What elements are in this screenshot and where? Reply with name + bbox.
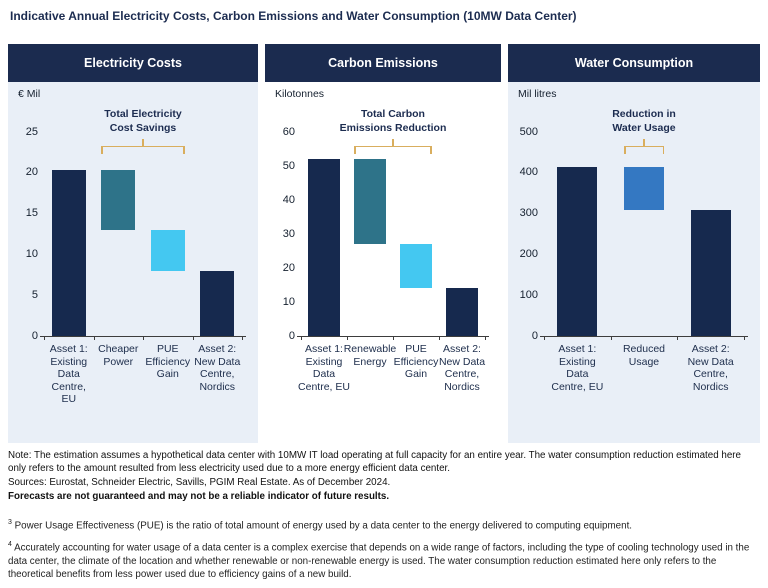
- x-axis-category-label: Cheaper Power: [98, 343, 139, 368]
- y-axis-tick-label: 40: [282, 193, 295, 206]
- sources-text: Sources: Eurostat, Schneider Electric, S…: [8, 476, 391, 488]
- notes-block: Note: The estimation assumes a hypotheti…: [8, 449, 760, 504]
- note-text: Note: The estimation assumes a hypotheti…: [8, 450, 741, 475]
- panel-header-water-consumption: Water Consumption: [508, 44, 760, 82]
- footnote-water: 4 Accurately accounting for water usage …: [8, 538, 760, 582]
- panel-electricity-costs: Electricity Costs € Mil 0 5 10 15 20 25 Asset 1…: [8, 44, 258, 443]
- y-axis-tick-label: 5: [31, 288, 38, 301]
- annotation-bracket-end: [183, 146, 185, 154]
- annotation-label: Reduction in Water Usage: [612, 108, 676, 134]
- panel-header-carbon-emissions: Carbon Emissions: [265, 44, 501, 82]
- x-axis-line: [540, 336, 748, 337]
- bar-segment: [101, 169, 136, 230]
- annotation-bracket-center: [643, 139, 645, 146]
- page-title: Indicative Annual Electricity Costs, Car…: [10, 9, 577, 23]
- bar-segment: [446, 288, 478, 336]
- bar-segment: [624, 166, 664, 210]
- y-axis-tick-label: 0: [288, 329, 295, 342]
- x-axis-category-label: Renewable Energy: [343, 343, 397, 368]
- x-axis-category-label: Asset 1: Existing Data Centre, EU: [551, 343, 604, 393]
- bar-segment: [51, 169, 86, 336]
- footnote-water-text: Accurately accounting for water usage of…: [8, 542, 750, 581]
- y-axis-tick-label: 20: [25, 166, 38, 179]
- x-axis-tick: [347, 336, 348, 340]
- annotation-bracket-end: [354, 146, 356, 154]
- x-axis-tick: [143, 336, 144, 340]
- panel-carbon-emissions: Carbon Emissions Kilotonnes 0 10 20 30 40 50 60…: [265, 44, 501, 443]
- y-axis-tick-label: 50: [282, 159, 295, 172]
- bar-segment: [400, 244, 432, 289]
- y-axis-tick-label: 100: [519, 288, 538, 301]
- x-axis-tick: [677, 336, 679, 340]
- x-axis-tick: [393, 336, 394, 340]
- footnote-water-number: 4: [8, 540, 12, 548]
- x-axis-tick: [44, 336, 45, 340]
- x-axis-tick: [242, 336, 243, 340]
- y-axis-tick-label: 10: [25, 247, 38, 260]
- y-axis-tick-label: 200: [519, 247, 538, 260]
- annotation-bracket: [101, 146, 185, 147]
- x-axis-tick: [610, 336, 612, 340]
- x-axis-category-label: Reduced Usage: [622, 343, 665, 368]
- x-axis-category-label: PUE Efficiency Gain: [145, 343, 191, 380]
- x-axis-category-label: Asset 2: New Data Centre, Nordics: [687, 343, 734, 393]
- y-axis-tick-label: 30: [282, 227, 295, 240]
- y-axis-tick-label: 60: [282, 125, 295, 138]
- y-axis-tick-label: 15: [25, 207, 38, 220]
- x-axis-tick: [485, 336, 486, 340]
- forecast-disclaimer: Forecasts are not guaranteed and may not…: [8, 491, 390, 503]
- x-axis-tick: [544, 336, 545, 340]
- x-axis-category-label: Asset 1: Existing Data Centre, EU: [49, 343, 88, 405]
- annotation-bracket: [624, 146, 664, 147]
- bar-segment: [354, 159, 386, 245]
- footnotes-block: 3 Power Usage Effectiveness (PUE) is the…: [8, 516, 760, 587]
- bar-segment: [150, 229, 185, 271]
- annotation-bracket-end: [430, 146, 432, 154]
- y-axis-tick-label: 0: [531, 329, 538, 342]
- y-axis-tick-label: 10: [282, 295, 295, 308]
- y-axis-tick-label: 25: [25, 125, 38, 138]
- electricity-costs-chart: € Mil 0 5 10 15 20 25 Asset 1: Existing Data Ce…: [8, 82, 258, 443]
- bar-segment: [690, 209, 731, 336]
- x-axis-category-label: PUE Efficiency Gain: [393, 343, 439, 380]
- x-axis-category-label: Asset 2: New Data Centre, Nordics: [194, 343, 241, 393]
- y-axis-unit-label: Kilotonnes: [275, 88, 325, 100]
- annotation-bracket: [354, 146, 432, 147]
- annotation-bracket-center: [142, 139, 144, 146]
- bar-segment: [200, 270, 235, 336]
- annotation-label: Total Electricity Cost Savings: [104, 108, 182, 134]
- annotation-bracket-end: [624, 146, 626, 154]
- y-axis-tick-label: 400: [519, 166, 538, 179]
- water-consumption-chart: Mil litres 0 100 200 300 400 500 Asset 1: Exist…: [508, 82, 760, 443]
- x-axis-tick: [439, 336, 440, 340]
- footnote-pue: 3 Power Usage Effectiveness (PUE) is the…: [8, 516, 760, 533]
- bar-segment: [308, 159, 340, 336]
- annotation-bracket-center: [392, 139, 394, 146]
- annotation-bracket-end: [662, 146, 664, 154]
- x-axis-tick: [744, 336, 745, 340]
- y-axis-tick-label: 300: [519, 207, 538, 220]
- charts-row: Electricity Costs € Mil 0 5 10 15 20 25 Asset 1…: [8, 44, 760, 443]
- annotation-label: Total Carbon Emissions Reduction: [339, 108, 447, 134]
- x-axis-category-label: Asset 1: Existing Data Centre, EU: [298, 343, 350, 393]
- y-axis-tick-label: 500: [519, 125, 538, 138]
- carbon-emissions-chart: Kilotonnes 0 10 20 30 40 50 60 Asset 1: Existing…: [265, 82, 501, 443]
- y-axis-unit-label: Mil litres: [518, 88, 557, 100]
- y-axis-tick-label: 20: [282, 261, 295, 274]
- bar-segment: [557, 166, 598, 336]
- x-axis-tick: [301, 336, 302, 340]
- annotation-bracket-end: [101, 146, 103, 154]
- footnote-pue-number: 3: [8, 519, 12, 526]
- panel-water-consumption: Water Consumption Mil litres 0 100 200 300 40…: [508, 44, 760, 443]
- footnote-pue-text: Power Usage Effectiveness (PUE) is the r…: [14, 520, 633, 532]
- x-axis-tick: [93, 336, 95, 340]
- y-axis-unit-label: € Mil: [18, 88, 41, 100]
- y-axis-tick-label: 0: [31, 329, 38, 342]
- x-axis-tick: [192, 336, 194, 340]
- panel-header-electricity-costs: Electricity Costs: [8, 44, 258, 82]
- x-axis-category-label: Asset 2: New Data Centre, Nordics: [438, 343, 486, 393]
